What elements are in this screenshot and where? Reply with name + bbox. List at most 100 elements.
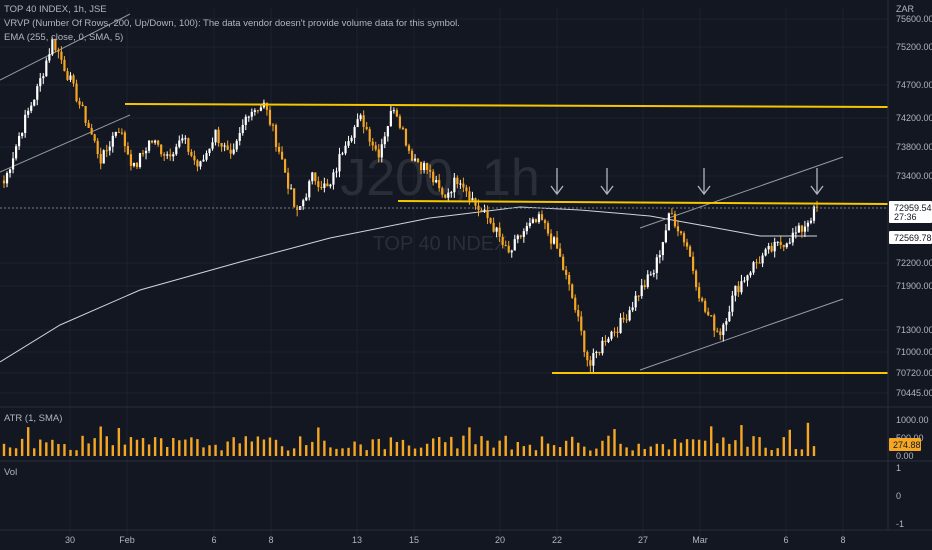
candle-body: [362, 115, 365, 127]
candle-body: [350, 137, 353, 142]
candle-body: [682, 233, 686, 243]
candle-body: [205, 153, 208, 160]
atr-bar: [589, 450, 592, 456]
time-axis[interactable]: 30 Feb 6 8 13 15 20 22 27 Mar 6 8: [65, 535, 846, 545]
candle-body: [444, 194, 447, 198]
candle-body: [625, 319, 628, 321]
price-tick: 71300.00: [896, 325, 932, 335]
candle-body: [486, 209, 489, 219]
candle-body: [193, 155, 196, 161]
candle-body: [571, 284, 574, 298]
watermark-symbol: J200, 1h: [340, 149, 540, 207]
atr-bar: [117, 428, 121, 456]
candle-body: [646, 274, 649, 287]
atr-bar: [510, 449, 513, 456]
candle-body: [187, 138, 190, 152]
candle-body: [555, 237, 559, 249]
legend-symbol[interactable]: TOP 40 INDEX, 1h, JSE: [4, 4, 107, 15]
candle-body: [794, 232, 797, 234]
candle-body: [335, 171, 338, 173]
atr-bar: [347, 447, 350, 456]
candle-body: [356, 119, 359, 128]
candle-body: [383, 136, 386, 145]
atr-bar: [685, 439, 689, 456]
candle-body: [812, 206, 816, 221]
candle-body: [695, 270, 698, 288]
atr-bar: [450, 436, 453, 456]
candle-body: [610, 331, 613, 339]
time-tick: Feb: [119, 535, 135, 545]
atr-bar: [226, 441, 229, 456]
candle-body: [410, 150, 414, 161]
candle-body: [601, 340, 604, 354]
atr-bar: [625, 447, 628, 456]
candle-body: [413, 158, 417, 161]
atr-bar: [419, 447, 423, 456]
atr-bar: [667, 449, 671, 456]
candle-body: [477, 205, 480, 210]
candle-body: [60, 51, 63, 60]
candle-body: [655, 257, 658, 273]
vol-label[interactable]: Vol: [4, 467, 18, 478]
price-tick: 71900.00: [896, 281, 932, 291]
atr-bar: [220, 450, 223, 456]
candle-body: [163, 154, 166, 156]
atr-bar: [323, 440, 326, 456]
atr-bar: [208, 445, 211, 456]
atr-badge: [889, 438, 921, 451]
atr-bar: [51, 439, 54, 456]
atr-bar: [8, 447, 12, 456]
atr-label[interactable]: ATR (1, SMA): [4, 413, 63, 424]
atr-bar: [359, 444, 362, 456]
atr-bar: [492, 447, 495, 456]
candle-body: [456, 177, 459, 185]
level-lines[interactable]: [0, 103, 889, 374]
atr-bar: [383, 449, 387, 456]
atr-bar: [673, 438, 677, 456]
candle-body: [667, 213, 671, 231]
price-tick: 74700.00: [896, 80, 932, 90]
candle-body: [404, 129, 408, 146]
candle-body: [347, 141, 350, 146]
atr-bar: [534, 450, 538, 456]
candle-body: [84, 105, 87, 123]
atr-bar: [577, 442, 580, 456]
candle-body: [543, 220, 547, 224]
candle-body: [308, 181, 311, 198]
candle-body: [516, 235, 519, 240]
candle-body: [280, 151, 284, 160]
candle-body: [259, 107, 262, 111]
legend-vrvp[interactable]: VRVP (Number Of Rows, 200, Up/Down, 100)…: [4, 18, 460, 29]
atr-bar: [365, 450, 368, 456]
candle-body: [447, 192, 450, 198]
candle-body: [423, 163, 426, 171]
candle-body: [96, 140, 99, 155]
candle-body: [380, 144, 383, 158]
candle-body: [752, 262, 755, 273]
atr-tick: 1000.00: [896, 415, 929, 425]
candle-body: [184, 138, 187, 140]
atr-bar: [335, 448, 338, 456]
candle-body: [679, 231, 683, 234]
time-tick: Mar: [692, 535, 708, 545]
candle-body: [797, 225, 800, 233]
atr-bar: [311, 441, 314, 456]
candle-body: [510, 250, 513, 253]
down-arrow-head-icon: [600, 185, 614, 196]
vol-tick: -1: [896, 519, 904, 529]
candle-body: [453, 177, 456, 193]
candle-body: [495, 227, 498, 232]
down-arrow-head-icon: [697, 185, 711, 196]
atr-bar: [552, 445, 556, 456]
candle-body: [190, 151, 193, 156]
candle-body: [471, 198, 474, 201]
atr-bar: [184, 439, 187, 456]
candle-body: [416, 158, 420, 163]
candle-body: [141, 153, 145, 155]
candle-body: [27, 110, 30, 115]
candle-body: [552, 237, 556, 244]
atr-bar: [172, 438, 175, 456]
channel-upper-line: [639, 156, 844, 229]
legend-ema[interactable]: EMA (255, close, 0, SMA, 5): [4, 32, 124, 43]
